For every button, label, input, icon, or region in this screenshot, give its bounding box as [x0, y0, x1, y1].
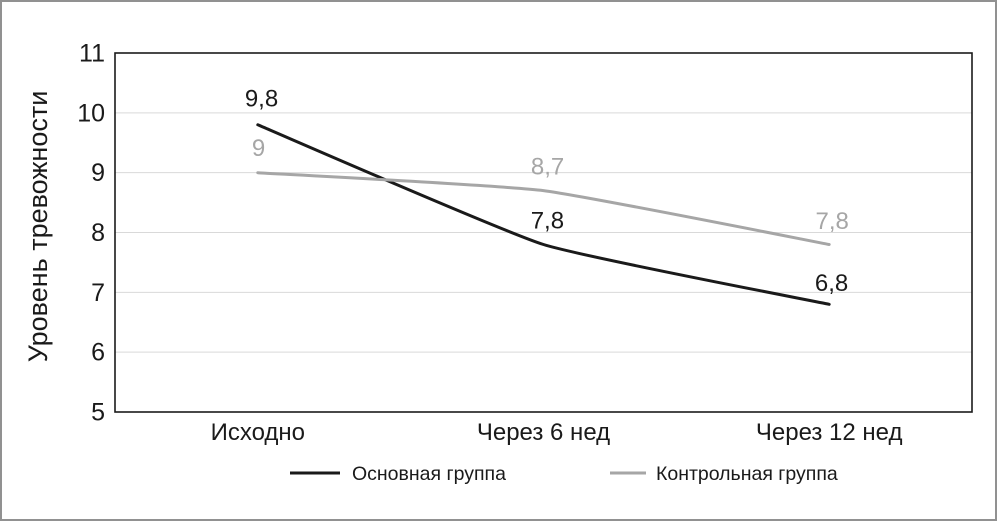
svg-text:8,7: 8,7: [531, 154, 564, 181]
svg-text:11: 11: [79, 40, 105, 68]
svg-text:7,8: 7,8: [531, 208, 564, 235]
svg-text:9: 9: [91, 159, 105, 187]
svg-text:5: 5: [91, 399, 105, 427]
svg-text:9,8: 9,8: [245, 86, 278, 113]
svg-text:Контрольная группа: Контрольная группа: [656, 463, 838, 485]
svg-text:Основная группа: Основная группа: [352, 463, 506, 485]
svg-text:8: 8: [91, 219, 105, 247]
svg-text:9: 9: [252, 135, 265, 162]
svg-text:6: 6: [91, 339, 105, 367]
svg-text:Через 6 нед: Через 6 нед: [477, 419, 610, 446]
svg-text:Исходно: Исходно: [211, 419, 305, 446]
svg-text:6,8: 6,8: [815, 270, 848, 297]
svg-text:7,8: 7,8: [816, 208, 849, 235]
svg-text:Уровень тревожности: Уровень тревожности: [23, 91, 53, 363]
svg-text:10: 10: [77, 99, 105, 127]
svg-text:7: 7: [91, 279, 105, 307]
svg-text:Через 12 нед: Через 12 нед: [756, 419, 903, 446]
